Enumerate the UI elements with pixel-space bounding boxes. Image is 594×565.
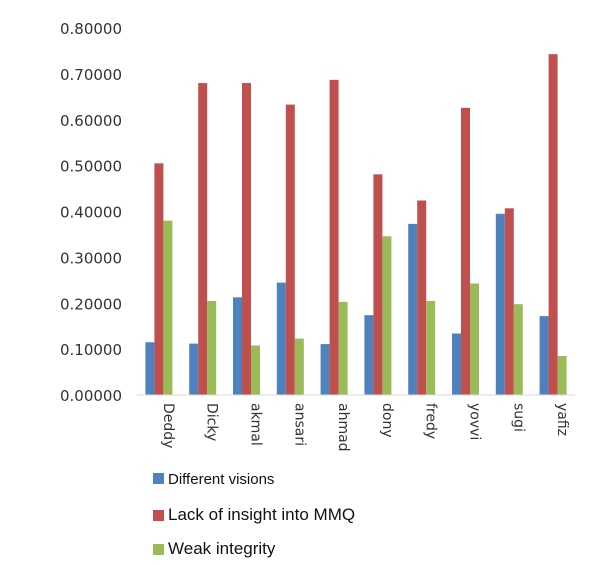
- bar-weak-integrity-akmal: [251, 345, 260, 395]
- y-tick-label: 0.30000: [60, 249, 122, 267]
- bar-different-visions-sugi: [495, 213, 505, 395]
- legend-swatch-lack-of-insight: [153, 510, 164, 521]
- x-tick-label: sugi: [510, 403, 526, 432]
- bar-weak-integrity-fredy: [426, 300, 436, 395]
- bar-lack-of-insight-dony: [373, 174, 383, 395]
- x-tick-label: fredy: [423, 403, 439, 439]
- bar-different-visions-akmal: [233, 297, 242, 395]
- legend-item-different-visions: Different visions: [153, 470, 274, 488]
- legend-item-lack-of-insight: Lack of insight into MMQ: [153, 505, 355, 525]
- legend-label-weak-integrity: Weak integrity: [168, 539, 276, 558]
- x-tick-label: akmal: [248, 403, 264, 446]
- y-tick-label: 0.20000: [60, 295, 122, 313]
- x-tick-label: ansari: [291, 403, 307, 446]
- bar-weak-integrity-ahmad: [338, 301, 348, 395]
- bar-lack-of-insight-fredy: [417, 200, 427, 395]
- bar-weak-integrity-ansari: [294, 338, 304, 395]
- y-axis-ticks: 0.00000 0.10000 0.20000 0.30000 0.40000 0.500…: [60, 20, 122, 405]
- bar-lack-of-insight-yovvi: [461, 107, 470, 395]
- bar-different-visions-ansari: [276, 282, 286, 395]
- legend-swatch-different-visions: [153, 473, 164, 484]
- y-tick-label: 0.70000: [60, 66, 122, 84]
- bar-weak-integrity-yafiz: [557, 356, 567, 395]
- bar-lack-of-insight-dicky: [198, 83, 208, 396]
- bar-lack-of-insight-yafiz: [548, 54, 558, 396]
- bar-different-visions-dicky: [189, 343, 199, 395]
- legend-label-lack-of-insight: Lack of insight into MMQ: [168, 505, 356, 524]
- bar-different-visions-yovvi: [452, 333, 461, 395]
- legend-item-weak-integrity: Weak integrity: [153, 539, 275, 559]
- bar-weak-integrity-sugi: [513, 304, 523, 395]
- x-tick-label: dony: [379, 403, 395, 438]
- x-tick-label: Dicky: [204, 403, 220, 441]
- y-tick-label: 0.60000: [60, 112, 122, 130]
- legend-swatch-weak-integrity: [153, 544, 164, 555]
- bar-weak-integrity-yovvi: [470, 283, 479, 395]
- bar-lack-of-insight-sugi: [504, 208, 514, 395]
- bar-lack-of-insight-ansari: [285, 104, 295, 395]
- y-tick-label: 0.00000: [60, 387, 122, 405]
- x-tick-label: yafiz: [554, 403, 570, 436]
- bar-different-visions-deddy: [145, 342, 155, 395]
- y-tick-label: 0.40000: [60, 204, 122, 222]
- bar-different-visions-dony: [364, 315, 374, 395]
- bar-chart: 0.00000 0.10000 0.20000 0.30000 0.40000 0.500…: [60, 20, 575, 452]
- bar-weak-integrity-dony: [382, 236, 392, 395]
- bar-lack-of-insight-ahmad: [329, 79, 339, 396]
- y-tick-label: 0.10000: [60, 341, 122, 359]
- bar-different-visions-fredy: [408, 223, 418, 395]
- bar-different-visions-yafiz: [539, 316, 549, 395]
- x-tick-label: yovvi: [467, 403, 483, 440]
- bar-weak-integrity-dicky: [207, 300, 217, 395]
- bar-lack-of-insight-deddy: [154, 163, 164, 395]
- bars-group: [145, 54, 567, 396]
- y-tick-label: 0.80000: [60, 20, 122, 38]
- x-axis-ticks: Deddy Dicky akmal ansari ahmad dony fredy yovvi…: [160, 403, 570, 452]
- bar-different-visions-ahmad: [320, 344, 330, 395]
- y-tick-label: 0.50000: [60, 158, 122, 176]
- x-tick-label: Deddy: [160, 403, 176, 448]
- x-tick-label: ahmad: [335, 403, 351, 452]
- bar-lack-of-insight-akmal: [242, 83, 251, 396]
- legend-label-different-visions: Different visions: [168, 471, 275, 488]
- bar-weak-integrity-deddy: [163, 220, 173, 395]
